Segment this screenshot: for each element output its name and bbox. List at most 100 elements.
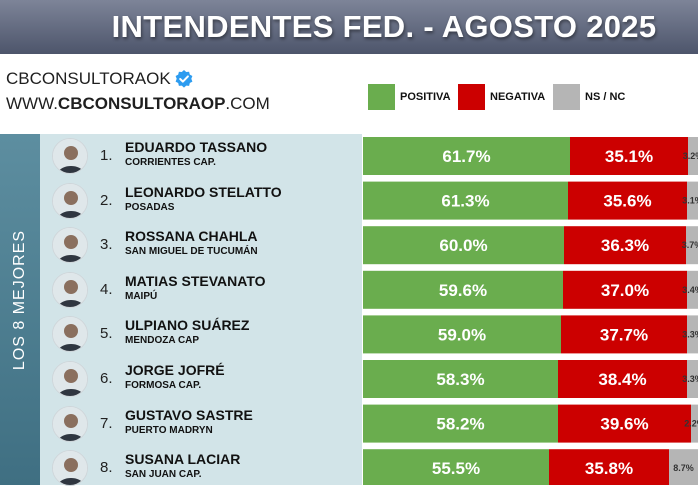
avatar xyxy=(52,450,88,487)
bar-negativa xyxy=(563,270,687,309)
bar-label-nsnc: 3.2% xyxy=(683,151,698,161)
legend-label-nsnc: NS / NC xyxy=(585,91,626,103)
person-icon xyxy=(53,272,87,307)
bar-negativa xyxy=(561,315,687,354)
avatar xyxy=(52,361,88,397)
city-name: PUERTO MADRYN xyxy=(125,424,213,436)
bar-positiva xyxy=(363,226,564,265)
verified-badge-icon xyxy=(175,70,193,88)
city-name: CORRIENTES CAP. xyxy=(125,157,216,168)
table-row: 6. JORGE JOFRÉ FORMOSA CAP. xyxy=(40,358,698,400)
rank-number: 2. xyxy=(100,191,113,209)
bar-nsnc xyxy=(688,137,698,175)
bar-negativa xyxy=(570,137,688,175)
mayor-name: GUSTAVO SASTRE xyxy=(125,406,253,423)
bar-label-negativa: 35.8% xyxy=(585,459,633,478)
mayor-name: ROSSANA CHAHLA xyxy=(125,228,258,245)
table-row: 2. LEONARDO STELATTO POSADAS xyxy=(40,180,698,222)
city-name: SAN JUAN CAP. xyxy=(125,469,202,481)
site-prefix: WWW. xyxy=(6,94,58,113)
bar-label-nsnc: 3.1% xyxy=(682,196,698,206)
bar-positiva xyxy=(363,181,568,220)
bar-label-positiva: 61.7% xyxy=(442,147,490,166)
legend-item-nsnc: NS / NC xyxy=(553,84,625,110)
legend-item-positiva: POSITIVA xyxy=(368,84,451,110)
legend-swatch-positiva xyxy=(368,84,395,110)
bar-label-nsnc: 2.2% xyxy=(684,419,698,429)
city-name: MAIPÚ xyxy=(125,290,158,302)
bar-label-negativa: 37.0% xyxy=(601,281,649,300)
brand-website: WWW.CBCONSULTORAOP.COM xyxy=(6,94,270,114)
rank-number: 5. xyxy=(100,325,113,343)
bar-label-nsnc: 3.4% xyxy=(682,285,698,295)
city-name: SAN MIGUEL DE TUCUMÁN xyxy=(125,246,258,258)
table-row: 1. EDUARDO TASSANO CORRIENTES CAP. xyxy=(40,135,698,177)
rank-number: 3. xyxy=(100,236,113,254)
legend-item-negativa: NEGATIVA xyxy=(458,84,545,110)
bar-nsnc xyxy=(669,449,698,485)
table-row: 7. GUSTAVO SASTRE PUERTO MADRYN xyxy=(40,403,698,445)
bar-negativa xyxy=(549,449,669,485)
bar-label-negativa: 39.6% xyxy=(600,415,648,434)
mayor-name: SUSANA LACIAR xyxy=(125,451,241,468)
rank-number: 4. xyxy=(100,280,113,298)
bar-label-positiva: 58.3% xyxy=(436,370,484,389)
page-title: INTENDENTES FED. - AGOSTO 2025 xyxy=(111,9,657,44)
bar-negativa xyxy=(558,404,691,443)
city-name: POSADAS xyxy=(125,201,175,213)
city-name: FORMOSA CAP. xyxy=(125,380,202,391)
bar-label-nsnc: 8.7% xyxy=(673,463,694,473)
person-icon xyxy=(53,451,87,486)
bar-label-negativa: 37.7% xyxy=(600,325,648,344)
bar-label-nsnc: 3.3% xyxy=(682,374,698,384)
bar-nsnc xyxy=(687,360,698,398)
bar-negativa xyxy=(558,360,687,398)
brand-handle: CBCONSULTORAOK xyxy=(6,69,194,89)
bar-label-positiva: 59.6% xyxy=(439,281,487,300)
person-icon xyxy=(53,406,87,441)
title-bar xyxy=(0,0,698,54)
bar-label-negativa: 35.1% xyxy=(605,147,653,166)
table-row: 3. ROSSANA CHAHLA SAN MIGUEL DE TUCUMÁN xyxy=(40,224,698,266)
legend-label-negativa: NEGATIVA xyxy=(490,91,546,103)
bar-label-positiva: 61.3% xyxy=(441,192,489,211)
bar-nsnc xyxy=(691,404,698,443)
brand-handle-text: CBCONSULTORAOK xyxy=(6,69,171,88)
table-row: 4. MATIAS STEVANATO MAIPÚ xyxy=(40,269,698,311)
mayor-name: JORGE JOFRÉ xyxy=(125,362,225,378)
site-name: CBCONSULTORAOP xyxy=(57,94,226,113)
bar-nsnc xyxy=(687,315,698,354)
bar-positiva xyxy=(363,137,570,175)
avatar xyxy=(52,138,88,174)
mayor-name: LEONARDO STELATTO xyxy=(125,183,282,200)
rank-number: 6. xyxy=(100,370,113,387)
bar-positiva xyxy=(363,360,558,398)
city-name: MENDOZA CAP xyxy=(125,335,200,347)
bar-positiva xyxy=(363,270,563,309)
side-band xyxy=(0,134,40,485)
bar-label-negativa: 36.3% xyxy=(601,236,649,255)
bar-nsnc xyxy=(686,226,698,265)
bar-label-nsnc: 3.7% xyxy=(682,240,698,250)
avatar xyxy=(52,405,88,442)
bar-nsnc xyxy=(687,270,698,309)
bar-label-negativa: 38.4% xyxy=(598,370,646,389)
table-row: 8. SUSANA LACIAR SAN JUAN CAP. xyxy=(40,447,698,489)
rank-number: 7. xyxy=(100,414,113,432)
bar-label-positiva: 59.0% xyxy=(438,325,486,344)
bar-label-positiva: 55.5% xyxy=(432,459,480,478)
bar-nsnc xyxy=(687,181,698,220)
mayor-name: EDUARDO TASSANO xyxy=(125,139,268,155)
rows-background xyxy=(40,134,362,485)
bar-label-positiva: 58.2% xyxy=(436,415,484,434)
mayor-name: ULPIANO SUÁREZ xyxy=(125,317,250,334)
person-icon xyxy=(53,183,87,218)
mayor-name: MATIAS STEVANATO xyxy=(125,272,266,289)
bar-positiva xyxy=(363,315,561,354)
avatar xyxy=(52,182,88,219)
bar-label-positiva: 60.0% xyxy=(439,236,487,255)
site-suffix: .COM xyxy=(225,94,270,113)
rank-number: 8. xyxy=(100,459,113,477)
bar-label-negativa: 35.6% xyxy=(603,192,651,211)
